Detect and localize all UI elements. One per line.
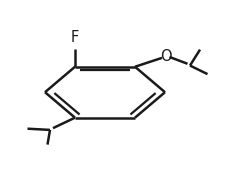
Text: F: F xyxy=(71,30,79,45)
Text: O: O xyxy=(160,49,172,64)
